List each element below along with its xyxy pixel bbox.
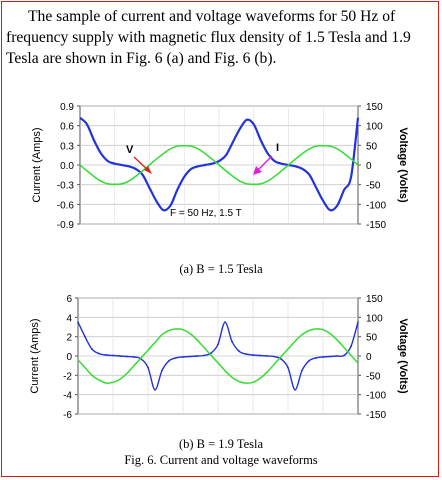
data-point-i bbox=[315, 357, 317, 359]
tick-label-left: 6 bbox=[66, 294, 72, 305]
series-line-v bbox=[79, 144, 359, 186]
annotation-v-arrowhead bbox=[144, 166, 152, 174]
data-point-i bbox=[203, 354, 205, 357]
y-axis-label-right: Voltage (Volts) bbox=[397, 318, 409, 394]
data-point-i bbox=[105, 354, 107, 356]
tick-label-right: -50 bbox=[366, 181, 381, 192]
data-point-i bbox=[259, 354, 261, 357]
annotation-condition: F = 50 Hz, 1.5 T bbox=[170, 208, 242, 219]
data-point-i bbox=[189, 355, 191, 358]
data-point-i bbox=[287, 366, 289, 369]
tick-label-right: 0 bbox=[366, 352, 372, 363]
tick-label-left: -2 bbox=[63, 371, 72, 382]
y-axis-label-left: Current (Amps) bbox=[29, 318, 41, 393]
data-point-i bbox=[357, 321, 359, 324]
tick-label-right: -50 bbox=[366, 371, 381, 382]
tick-label-left: -4 bbox=[63, 391, 72, 402]
y-axis-label-left: Current (Amps) bbox=[31, 127, 43, 202]
figure-caption: Fig. 6. Current and voltage waveforms bbox=[124, 453, 318, 467]
data-point-i bbox=[84, 335, 86, 338]
tick-label-right: 150 bbox=[366, 294, 383, 305]
tick-label-right: 100 bbox=[366, 122, 383, 133]
data-point-i bbox=[322, 356, 324, 358]
tick-label-left: 0.0 bbox=[60, 161, 74, 172]
figure-b: 6 4 2 0 -2 -4 -6 150 100 50 0 -50 -100 -150 Current (A… bbox=[0, 284, 442, 434]
data-point-i bbox=[119, 355, 121, 357]
data-point-i bbox=[231, 340, 233, 343]
data-point-i bbox=[308, 359, 310, 362]
tick-label-left: -0.9 bbox=[57, 220, 75, 231]
tick-label-left: -0.3 bbox=[57, 181, 75, 192]
data-point-i bbox=[266, 355, 268, 357]
data-point-i bbox=[210, 352, 212, 354]
data-point-i bbox=[329, 355, 331, 358]
tick-label-left: 0.3 bbox=[60, 141, 74, 152]
tick-label-left: 0.9 bbox=[60, 102, 74, 113]
data-point-i bbox=[224, 321, 226, 324]
annotation-i-label: I bbox=[276, 142, 279, 154]
tick-label-right: 0 bbox=[366, 161, 372, 172]
data-point-i bbox=[91, 348, 93, 351]
intro-paragraph: The sample of current and voltage wavefo… bbox=[6, 8, 411, 67]
tick-label-right: 50 bbox=[366, 141, 378, 152]
tick-label-right: -100 bbox=[366, 200, 386, 211]
tick-label-left: -6 bbox=[63, 410, 72, 421]
data-point-i bbox=[126, 355, 128, 358]
chart-a: 0.9 0.6 0.3 0.0 -0.3 -0.6 -0.9 150 100 50 0 -50 -100… bbox=[31, 102, 409, 231]
data-point-i bbox=[175, 357, 177, 359]
tick-label-left: 2 bbox=[66, 333, 72, 344]
data-point-i bbox=[154, 388, 156, 391]
annotation-v-label: V bbox=[126, 144, 134, 156]
caption-a: (a) B = 1.5 Tesla bbox=[179, 262, 263, 276]
tick-label-right: -100 bbox=[366, 391, 386, 402]
data-point-i bbox=[168, 359, 170, 362]
data-point-i bbox=[196, 355, 198, 357]
data-point-i bbox=[252, 354, 254, 356]
tick-label-left: 4 bbox=[66, 313, 72, 324]
tick-label-left: 0 bbox=[66, 352, 72, 363]
data-point-i bbox=[161, 369, 163, 372]
tick-label-right: 100 bbox=[366, 313, 383, 324]
tick-label-right: 50 bbox=[366, 333, 378, 344]
figure-a: 0.9 0.6 0.3 0.0 -0.3 -0.6 -0.9 150 100 50 0 -50 -100… bbox=[0, 92, 442, 262]
data-point-i bbox=[147, 366, 149, 369]
data-point-i bbox=[98, 352, 100, 355]
data-point-i bbox=[294, 388, 296, 391]
y-axis-label-right: Voltage (Volts) bbox=[397, 127, 409, 203]
series-line-v bbox=[77, 328, 359, 384]
data-point-i bbox=[343, 354, 345, 357]
data-point-i bbox=[280, 358, 282, 360]
tick-label-right: -150 bbox=[366, 410, 386, 421]
data-point-i bbox=[301, 369, 303, 372]
data-point-i bbox=[133, 356, 135, 358]
caption-b: (b) B = 1.9 Tesla bbox=[178, 437, 264, 451]
data-point-i bbox=[77, 321, 79, 324]
data-point-i bbox=[238, 350, 240, 353]
series-line-i bbox=[79, 116, 360, 212]
chart-b: 6 4 2 0 -2 -4 -6 150 100 50 0 -50 -100 -150 Current (A… bbox=[29, 294, 409, 421]
tick-label-left: -0.6 bbox=[57, 200, 75, 211]
tick-label-right: -150 bbox=[366, 220, 386, 231]
data-point-i bbox=[336, 355, 338, 357]
data-point-i bbox=[182, 356, 184, 358]
data-point-i bbox=[273, 355, 275, 358]
annotation-i-arrowhead bbox=[253, 166, 262, 175]
data-point-i bbox=[350, 345, 352, 348]
tick-label-left: 0.6 bbox=[60, 122, 74, 133]
tick-label-right: 150 bbox=[366, 102, 383, 113]
data-point-i bbox=[112, 354, 114, 357]
data-point-i bbox=[217, 343, 219, 346]
data-point-i bbox=[245, 353, 247, 355]
